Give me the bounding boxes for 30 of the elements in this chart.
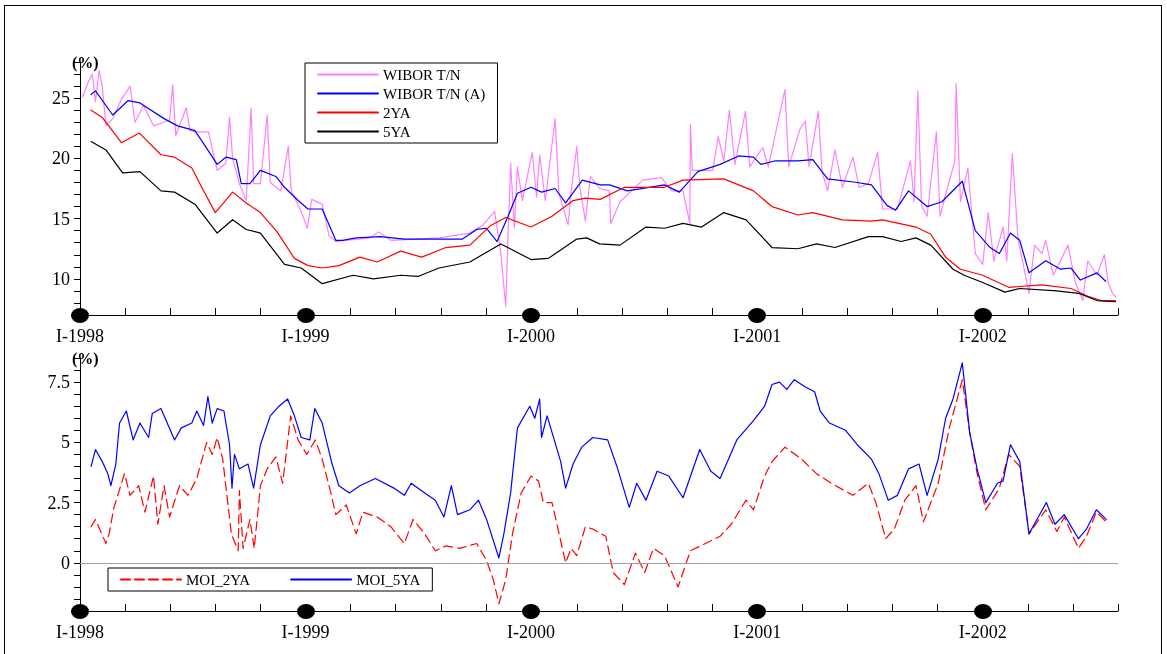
x-tick-label: I-2001 [733, 326, 782, 346]
x-tick-label: I-2001 [733, 622, 782, 642]
legend-label: MOI_5YA [356, 571, 421, 588]
legend-label: MOI_2YA [186, 571, 251, 588]
y-axis-title: (%) [72, 53, 99, 72]
legend-label: 2YA [383, 104, 411, 121]
y-tick-label: 25 [52, 88, 70, 109]
x-tick-label: I-2000 [507, 326, 556, 346]
y-tick-label: 15 [52, 208, 70, 229]
legend-label: WIBOR T/N (A) [383, 85, 486, 103]
legend-label: 5YA [383, 123, 411, 140]
y-tick-label: 20 [52, 148, 70, 169]
y-tick-label: 5 [61, 432, 70, 453]
y-tick-label: 7.5 [47, 372, 70, 393]
line-series [90, 140, 1117, 303]
x-tick-label: I-1998 [56, 622, 104, 642]
line-series [90, 109, 1117, 302]
y-tick-label: 2.5 [47, 492, 70, 513]
y-axis-title: (%) [72, 349, 99, 368]
x-tick-label: I-2002 [958, 326, 1007, 346]
x-tick-label: I-2000 [507, 622, 556, 642]
line-series [90, 90, 1107, 282]
x-tick-label: I-1998 [56, 326, 104, 346]
x-tick-label: I-2002 [958, 622, 1007, 642]
x-tick-label: I-1999 [281, 326, 330, 346]
x-tick-label: I-1999 [281, 622, 330, 642]
legend-label: WIBOR T/N [383, 66, 461, 83]
line-series [90, 379, 1107, 605]
y-tick-label: 0 [61, 552, 70, 573]
y-tick-label: 10 [52, 268, 70, 289]
